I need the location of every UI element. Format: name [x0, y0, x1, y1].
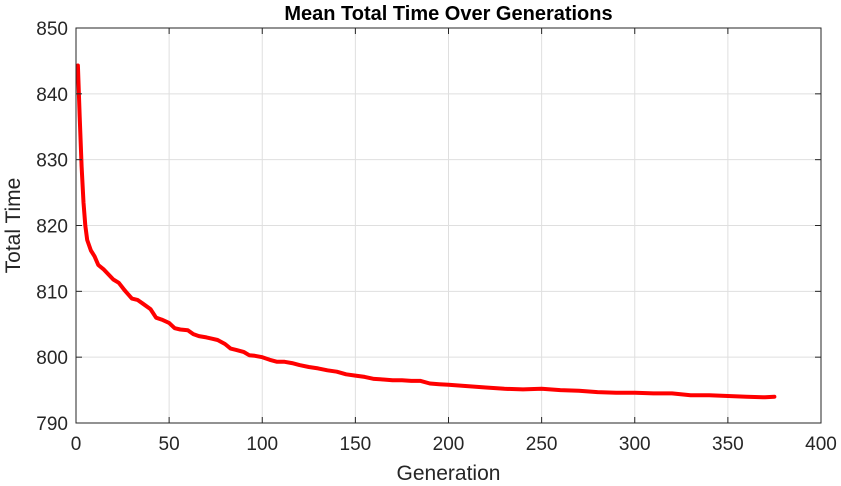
x-axis-label: Generation	[397, 462, 501, 485]
plot-area	[75, 63, 777, 400]
y-tick-label: 810	[36, 282, 68, 303]
grid	[75, 27, 822, 424]
y-axis-label: Total Time	[2, 178, 25, 274]
y-tick-label: 800	[36, 348, 68, 369]
x-tick-label: 250	[526, 434, 558, 455]
chart-title: Mean Total Time Over Generations	[284, 3, 612, 25]
x-tick-label: 400	[805, 434, 837, 455]
x-tick-label: 300	[619, 434, 651, 455]
y-tick-label: 820	[36, 217, 68, 238]
x-tick-label: 50	[159, 434, 180, 455]
x-tick-label: 0	[71, 434, 82, 455]
axis-ticks: 0 50 100 150 200 250 300 350 400 790 800 810 820 830 8…	[36, 19, 837, 455]
y-tick-label: 790	[36, 414, 68, 435]
y-tick-label: 830	[36, 151, 68, 172]
x-tick-label: 200	[433, 434, 465, 455]
y-tick-label: 850	[36, 19, 68, 40]
data-line	[75, 63, 777, 400]
x-tick-label: 350	[712, 434, 744, 455]
y-tick-label: 840	[36, 85, 68, 106]
x-tick-label: 100	[246, 434, 278, 455]
x-tick-label: 150	[340, 434, 372, 455]
